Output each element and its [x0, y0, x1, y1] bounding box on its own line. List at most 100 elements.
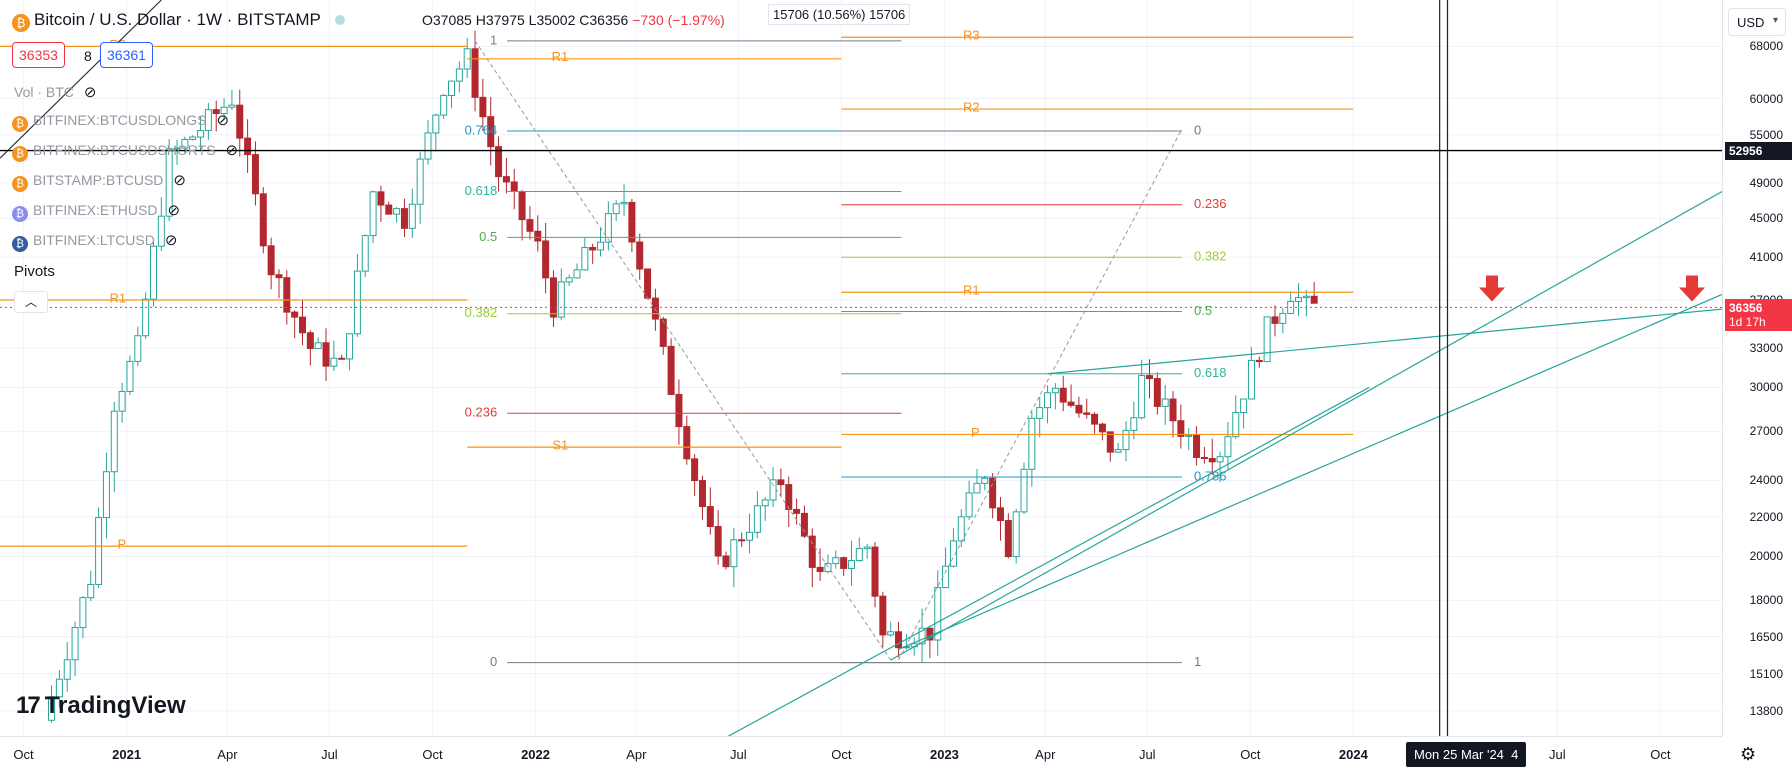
- candle-body: [432, 114, 440, 134]
- eye-hidden-icon[interactable]: ⊘: [83, 84, 97, 101]
- series-label: BITSTAMP:BTCUSD: [33, 172, 164, 188]
- time-tick-label: Jul: [1138, 747, 1156, 762]
- candle-body: [949, 540, 957, 567]
- candle-body: [1185, 434, 1193, 437]
- bar-countdown: 1d 17h: [1729, 315, 1766, 330]
- price-tick-label: 24000: [1749, 473, 1783, 488]
- series-legend-item[interactable]: ₿ BITFINEX:LTCUSD ⊘: [12, 231, 177, 252]
- candle-body: [628, 201, 636, 243]
- eye-hidden-icon[interactable]: ⊘: [173, 172, 186, 189]
- currency-selector[interactable]: USD ▾: [1728, 8, 1786, 36]
- series-legend-item[interactable]: ₿ BITFINEX:BTCUSDSHORTS ⊘: [12, 141, 238, 162]
- candle-body: [714, 526, 722, 557]
- candle-body: [220, 106, 228, 115]
- last-price-value: 36356: [1729, 301, 1763, 316]
- candle-body: [1004, 520, 1012, 558]
- time-tick-label: Apr: [626, 747, 647, 762]
- candle-body: [1177, 420, 1185, 437]
- pivots-indicator[interactable]: Pivots: [14, 263, 55, 280]
- candle-body: [855, 548, 863, 562]
- trendline: [1047, 308, 1722, 375]
- ethereum-icon: ₿: [12, 206, 28, 222]
- measure-readout: 15706 (10.56%) 15706: [768, 4, 911, 25]
- price-tick-label: 16500: [1749, 629, 1783, 644]
- candle-body: [110, 410, 118, 473]
- candle-body: [604, 213, 612, 243]
- candle-body: [71, 627, 79, 661]
- candle-body: [1036, 407, 1044, 419]
- candle-body: [298, 316, 306, 334]
- candle-body: [800, 512, 808, 537]
- bitcoin-icon: ₿: [12, 116, 28, 132]
- candle-body: [1302, 295, 1310, 299]
- candle-body: [204, 109, 212, 132]
- time-tick-label: 2021: [112, 747, 142, 762]
- series-legend-item[interactable]: ₿ BITSTAMP:BTCUSD ⊘: [12, 171, 186, 192]
- candle-body: [526, 219, 534, 232]
- price-tick-label: 68000: [1749, 39, 1783, 54]
- pivot-label: R1: [963, 283, 980, 298]
- candle-body: [1224, 436, 1232, 458]
- chart-plot-area[interactable]: R3R1PR1S1R3R2R1P10.7640.6180.50.3820.236…: [0, 0, 1722, 736]
- logo-text: TradingView: [44, 692, 186, 719]
- time-tick-label: 2023: [929, 747, 959, 762]
- gear-icon[interactable]: ⚙: [1740, 744, 1757, 764]
- candle-body: [989, 477, 997, 509]
- eye-hidden-icon[interactable]: ⊘: [164, 232, 178, 249]
- candle-body: [1138, 375, 1146, 419]
- fib-ext-label: 0: [1194, 122, 1201, 137]
- candle-body: [1279, 312, 1287, 324]
- candle-body: [1200, 456, 1208, 460]
- series-legend-item[interactable]: ₿ BITFINEX:ETHUSD ⊘: [12, 201, 180, 222]
- crosshair-price-tag: 52956: [1725, 141, 1792, 160]
- candle-body: [597, 241, 605, 251]
- eye-hidden-icon[interactable]: ⊘: [225, 142, 239, 159]
- time-tick-label: Jul: [321, 747, 338, 762]
- candle-body: [895, 631, 903, 649]
- candle-body: [871, 546, 879, 597]
- candle-body: [565, 277, 573, 283]
- fib-ext-label: 0.786: [1194, 468, 1227, 483]
- candle-body: [353, 270, 361, 335]
- candle-body: [996, 507, 1004, 522]
- candle-body: [934, 587, 942, 641]
- tradingview-logo[interactable]: 17 TradingView: [16, 692, 186, 720]
- candle-body: [769, 479, 777, 501]
- series-label: BITFINEX:ETHUSD: [33, 202, 158, 218]
- candle-body: [730, 539, 738, 568]
- fib-level-label: 0: [490, 654, 497, 669]
- price-axis[interactable]: 13800 15100 16500 18000 20000 22000 24000 27000…: [1722, 0, 1792, 736]
- candle-body: [824, 563, 832, 573]
- sell-price-button[interactable]: 36353: [12, 42, 65, 68]
- candle-body: [142, 298, 150, 337]
- candle-body: [942, 565, 950, 589]
- candle-body: [400, 208, 408, 229]
- candle-body: [63, 659, 71, 680]
- candle-body: [1240, 398, 1248, 414]
- price-tick-label: 33000: [1749, 340, 1783, 355]
- candle-body: [1028, 417, 1036, 470]
- candle-body: [510, 181, 518, 193]
- crosshair-date: Mon 25 Mar '24: [1414, 747, 1504, 762]
- ohlc-values: O37085 H37975 L35002 C36356 −730 (−1.97%…: [422, 12, 725, 28]
- candle-body: [761, 499, 769, 507]
- candle-body: [165, 148, 173, 217]
- candle-body: [330, 357, 338, 367]
- candle-body: [197, 130, 205, 138]
- eye-hidden-icon[interactable]: ⊘: [167, 202, 181, 219]
- chart-canvas[interactable]: R3R1PR1S1R3R2R1P10.7640.6180.50.3820.236…: [0, 0, 1722, 736]
- price-tick-label: 49000: [1749, 175, 1783, 190]
- currency-label: USD: [1737, 15, 1765, 30]
- eye-hidden-icon[interactable]: ⊘: [216, 112, 230, 129]
- series-legend-item[interactable]: ₿ BITFINEX:BTCUSDLONGS ⊘: [12, 111, 229, 132]
- candle-body: [314, 342, 322, 349]
- candle-body: [157, 215, 165, 247]
- volume-indicator[interactable]: Vol · BTC ⊘: [14, 83, 96, 101]
- symbol-legend[interactable]: ₿ Bitcoin / U.S. Dollar · 1W · BITSTAMP: [12, 10, 363, 32]
- candle-body: [424, 132, 432, 160]
- chevron-up-icon[interactable]: ︿: [14, 291, 48, 313]
- buy-price-button[interactable]: 36361: [100, 42, 153, 68]
- trendline-upper: [0, 0, 162, 159]
- candle-body: [879, 595, 887, 636]
- candle-body: [808, 535, 816, 568]
